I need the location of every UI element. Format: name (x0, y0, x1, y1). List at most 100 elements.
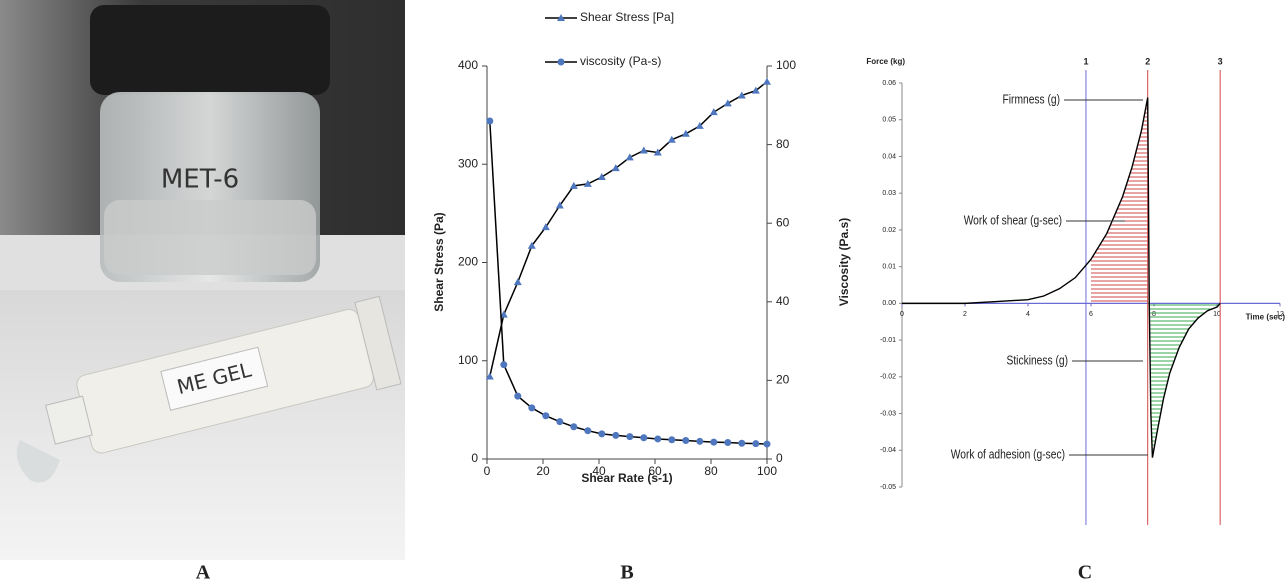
marker (668, 436, 676, 444)
marker (514, 392, 522, 400)
x-tick-label: 80 (704, 464, 718, 478)
marker (654, 435, 662, 443)
gel-drop (16, 440, 61, 483)
marker (737, 91, 746, 99)
x-tick-label: 12 (1276, 311, 1284, 318)
gel (104, 200, 316, 275)
marker (625, 153, 634, 161)
annotation: Firmness (g) (1003, 93, 1061, 106)
panel-label: A (196, 562, 211, 584)
marker (555, 201, 564, 209)
marker (696, 437, 704, 445)
area-shear (1091, 97, 1148, 304)
marker (682, 437, 690, 445)
force-curve (902, 97, 1221, 458)
marker (723, 99, 732, 107)
marker (584, 427, 592, 435)
marker-label: 2 (1145, 56, 1150, 66)
marker (681, 129, 690, 137)
area-adhesion (1149, 303, 1221, 458)
marker (598, 430, 606, 438)
marker (612, 431, 620, 439)
y2-tick-label: 40 (776, 294, 790, 308)
y-tick-label: 0.04 (882, 153, 896, 160)
x-axis-title: Shear Rate (s-1) (581, 471, 672, 485)
series-line (489, 120, 768, 445)
marker (695, 121, 704, 129)
marker (752, 440, 760, 448)
x-axis-title: Time (sec) (1246, 312, 1286, 321)
marker (597, 173, 606, 181)
y-tick-label: -0.05 (880, 484, 896, 491)
marker (583, 179, 592, 187)
y2-tick-label: 80 (776, 137, 790, 151)
y2-tick-label: 100 (776, 58, 796, 72)
x-tick-label: 100 (757, 464, 777, 478)
marker (653, 148, 662, 156)
marker (738, 439, 746, 447)
jar-cap (90, 5, 330, 95)
x-tick-label: 0 (900, 311, 904, 318)
marker (763, 440, 771, 448)
legend-label: viscosity (Pa-s) (580, 54, 661, 68)
marker (542, 412, 550, 420)
marker (667, 135, 676, 143)
x-tick-label: 20 (536, 464, 550, 478)
marker (763, 77, 771, 85)
marker (640, 434, 648, 442)
annotation: Work of adhesion (g-sec) (951, 448, 1065, 461)
x-tick-label: 2 (963, 311, 967, 318)
y2-tick-label: 20 (776, 373, 790, 387)
y-tick-label: 0.03 (882, 190, 896, 197)
y-tick-label: 0.05 (882, 117, 896, 124)
marker (556, 418, 564, 426)
legend-marker (557, 14, 565, 21)
panel-label: C (1078, 562, 1092, 584)
y2-axis-title: Viscosity (Pa.s) (837, 218, 851, 307)
y-tick-label: 0.01 (882, 263, 896, 270)
x-tick-label: 40 (592, 464, 606, 478)
legend-marker (557, 58, 565, 66)
tube-crimp (354, 295, 402, 391)
tube-neck (45, 395, 93, 445)
marker (513, 278, 522, 286)
y-tick-label: 0.02 (882, 227, 896, 234)
x-tick-label: 0 (484, 464, 491, 478)
legend-label: Shear Stress [Pa] (580, 10, 674, 24)
marker (709, 108, 718, 116)
y-axis-title: Force (kg) (866, 57, 905, 66)
marker (527, 241, 536, 249)
tube-sticker (160, 346, 269, 411)
marker (541, 223, 550, 231)
x-tick-label: 6 (1089, 311, 1093, 318)
marker (499, 310, 508, 318)
marker (626, 433, 634, 441)
marker-label: 3 (1218, 56, 1223, 66)
panel-label: B (620, 562, 633, 584)
jar-label: MET-6 (161, 165, 239, 195)
marker (710, 438, 718, 446)
series-line (489, 81, 768, 377)
marker (611, 164, 620, 172)
y-tick-label: 300 (458, 156, 478, 170)
marker (724, 438, 732, 446)
x-tick-label: 4 (1026, 311, 1030, 318)
y-tick-label: -0.03 (880, 410, 896, 417)
marker (500, 361, 508, 369)
y-tick-label: -0.01 (880, 337, 896, 344)
x-tick-label: 60 (648, 464, 662, 478)
y-tick-label: -0.04 (880, 447, 896, 454)
annotation: Work of shear (g-sec) (964, 214, 1062, 227)
marker (570, 423, 578, 431)
y-tick-label: 400 (458, 58, 478, 72)
marker (639, 146, 648, 154)
marker-label: 1 (1083, 56, 1088, 66)
y2-tick-label: 60 (776, 215, 790, 229)
photo: MET-6 ME GEL (0, 0, 405, 560)
annotation: Stickiness (g) (1007, 354, 1069, 367)
y2-tick-label: 0 (776, 451, 783, 465)
y-tick-label: 0 (471, 451, 478, 465)
tube: ME GEL (45, 295, 402, 454)
